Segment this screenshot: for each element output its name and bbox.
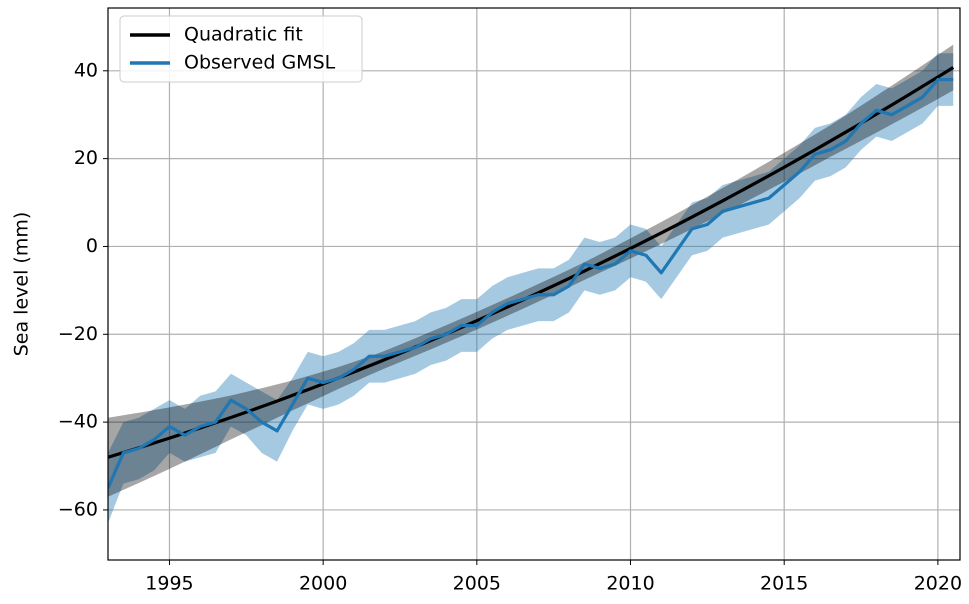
x-tick-label: 2020	[914, 573, 962, 595]
y-tick-label: −60	[58, 498, 98, 520]
x-tick-label: 2005	[453, 573, 501, 595]
y-tick-label: 40	[74, 59, 98, 81]
legend-box	[119, 15, 363, 83]
plot-area	[108, 44, 955, 524]
y-tick-label: −40	[58, 411, 98, 433]
legend-label: Quadratic fit	[184, 24, 303, 46]
x-tick-label: 2000	[299, 573, 347, 595]
y-tick-label: 0	[86, 235, 98, 257]
x-tick-label: 2015	[760, 573, 808, 595]
x-tick-label: 1995	[145, 573, 193, 595]
plot-frame	[107, 7, 961, 561]
y-axis-label: Sea level (mm)	[11, 212, 33, 357]
x-tick-label: 2010	[606, 573, 654, 595]
legend-label: Observed GMSL	[184, 52, 336, 74]
uncertainty-band	[108, 53, 954, 524]
y-tick-label: 20	[74, 147, 98, 169]
y-tick-label: −20	[58, 323, 98, 345]
series-line	[108, 77, 954, 489]
